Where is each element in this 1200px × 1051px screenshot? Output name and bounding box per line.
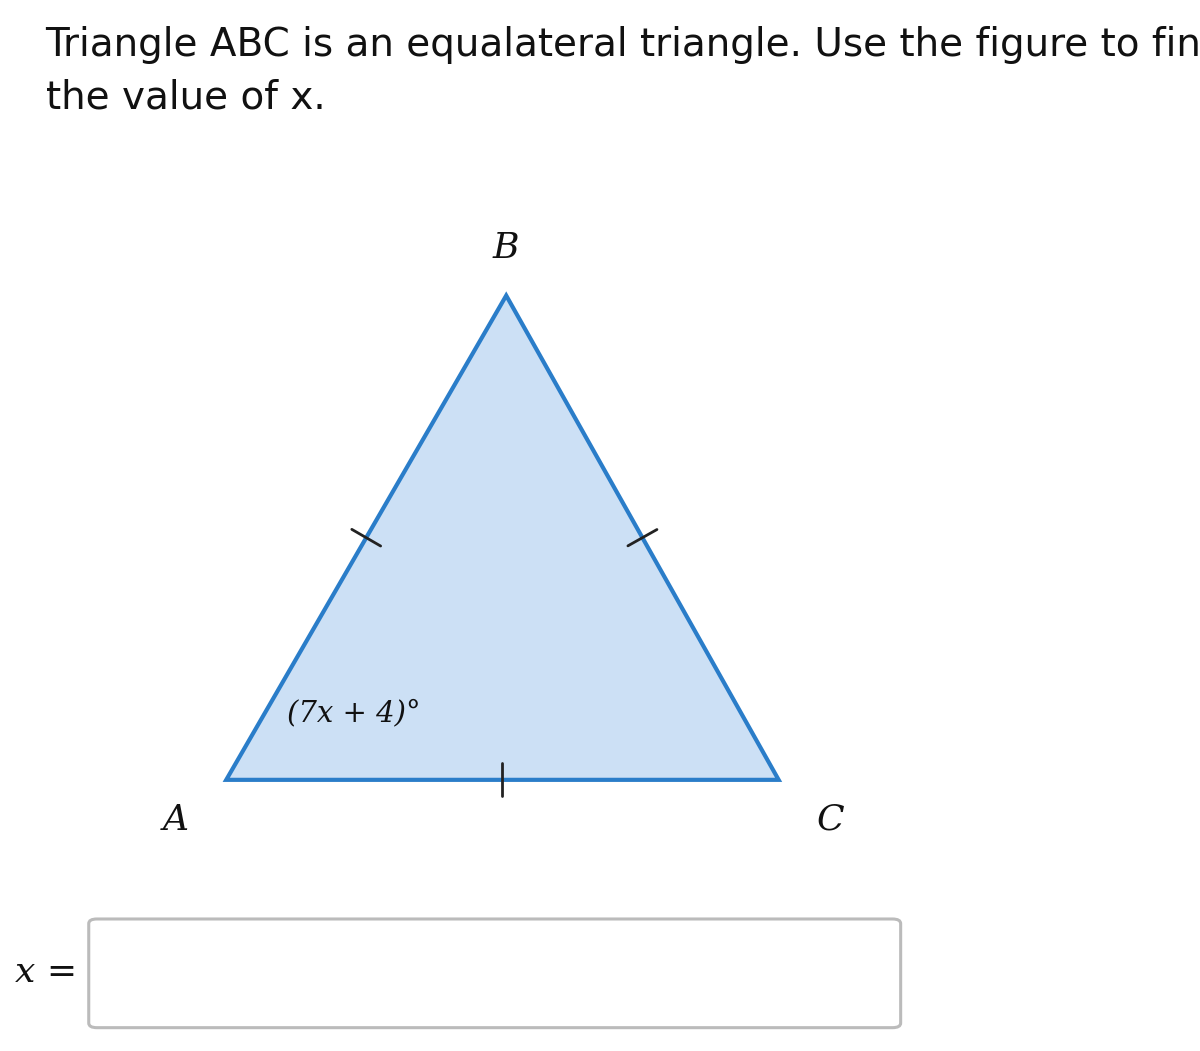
- Text: Triangle ABC is an equalateral triangle. Use the figure to find: Triangle ABC is an equalateral triangle.…: [46, 26, 1200, 64]
- Text: A: A: [162, 803, 188, 837]
- Polygon shape: [227, 295, 779, 780]
- Text: the value of x.: the value of x.: [46, 79, 325, 117]
- Text: (7x + 4)°: (7x + 4)°: [287, 699, 420, 727]
- Text: C: C: [816, 803, 844, 837]
- Text: x =: x =: [16, 955, 78, 989]
- Text: B: B: [493, 231, 520, 265]
- FancyBboxPatch shape: [89, 919, 901, 1028]
